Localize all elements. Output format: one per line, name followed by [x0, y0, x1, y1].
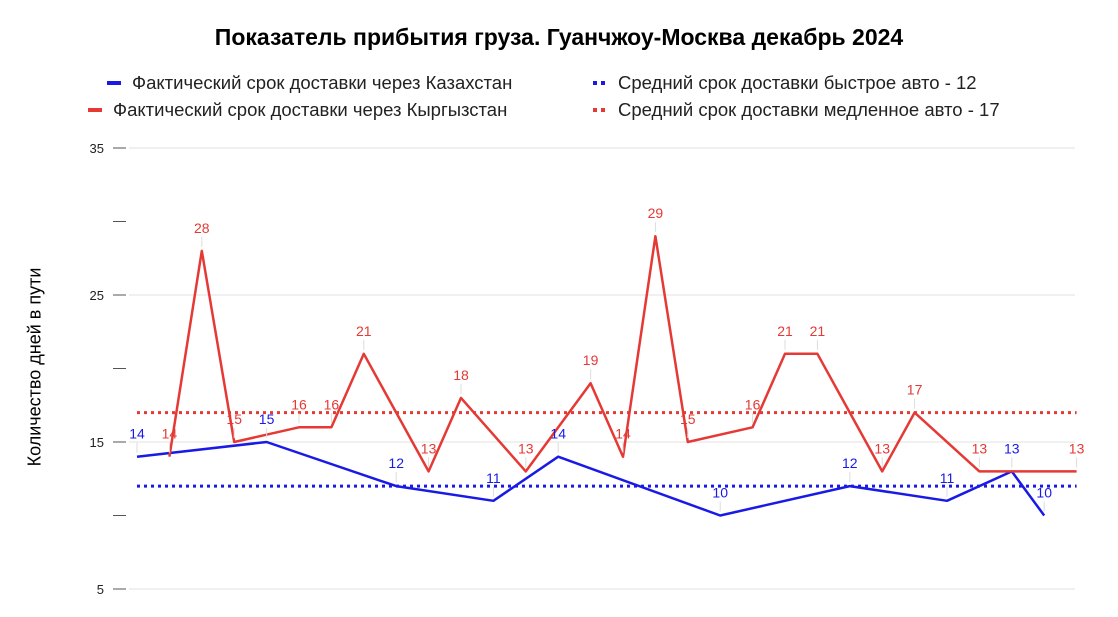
- data-label: 14: [129, 426, 145, 442]
- data-label: 13: [874, 440, 890, 456]
- data-label: 14: [615, 426, 631, 442]
- data-label: 29: [648, 205, 664, 221]
- data-label: 13: [1004, 440, 1020, 456]
- series-line-1: [168, 234, 1077, 473]
- data-label: 15: [680, 411, 696, 427]
- chart-title: Показатель прибытия груза. Гуанчжоу-Моск…: [214, 24, 904, 50]
- data-label: 13: [1069, 440, 1085, 456]
- data-label: 21: [810, 323, 826, 339]
- data-label: 19: [583, 352, 599, 368]
- y-tick-label: 35: [90, 141, 104, 156]
- legend-label: Средний срок доставки медленное авто - 1…: [618, 99, 1000, 120]
- series-line-0: [136, 440, 1046, 517]
- legend-item-slow-avg: Средний срок доставки медленное авто - 1…: [593, 99, 1000, 121]
- legend-swatch-dotted-red: [593, 108, 607, 112]
- data-label: 11: [486, 470, 501, 486]
- data-label: 16: [291, 396, 307, 412]
- y-tick-label: 15: [90, 435, 104, 450]
- data-label: 16: [324, 396, 340, 412]
- legend-item-kyrgyzstan: Фактический срок доставки через Кыргызст…: [88, 99, 507, 121]
- legend-swatch-dotted-blue: [593, 81, 607, 85]
- data-label: 21: [777, 323, 793, 339]
- y-tick-label: 25: [90, 288, 104, 303]
- data-label: 10: [1036, 485, 1052, 501]
- legend-swatch-solid-red: [88, 108, 102, 112]
- data-label: 16: [745, 396, 761, 412]
- y-tick-label: 5: [97, 582, 104, 597]
- legend-item-fast-avg: Средний срок доставки быстрое авто - 12: [593, 72, 977, 94]
- data-label: 11: [940, 470, 955, 486]
- data-label: 21: [356, 323, 372, 339]
- data-label: 13: [972, 440, 988, 456]
- data-label: 10: [712, 485, 728, 501]
- legend-item-kazakhstan: Фактический срок доставки через Казахста…: [107, 72, 512, 94]
- data-label: 18: [453, 367, 469, 383]
- legend-swatch-solid-blue: [107, 81, 121, 85]
- legend-label: Фактический срок доставки через Казахста…: [132, 72, 513, 93]
- data-label: 13: [518, 440, 534, 456]
- data-label: 28: [194, 220, 210, 236]
- data-label: 15: [259, 411, 275, 427]
- legend-label: Фактический срок доставки через Кыргызст…: [113, 99, 508, 120]
- data-label: 14: [162, 426, 178, 442]
- data-label: 13: [421, 440, 437, 456]
- data-label: 17: [907, 382, 923, 398]
- data-label: 12: [388, 455, 404, 471]
- data-label: 14: [550, 426, 566, 442]
- data-label: 12: [842, 455, 858, 471]
- data-label: 15: [226, 411, 242, 427]
- legend-label: Средний срок доставки быстрое авто - 12: [618, 72, 977, 93]
